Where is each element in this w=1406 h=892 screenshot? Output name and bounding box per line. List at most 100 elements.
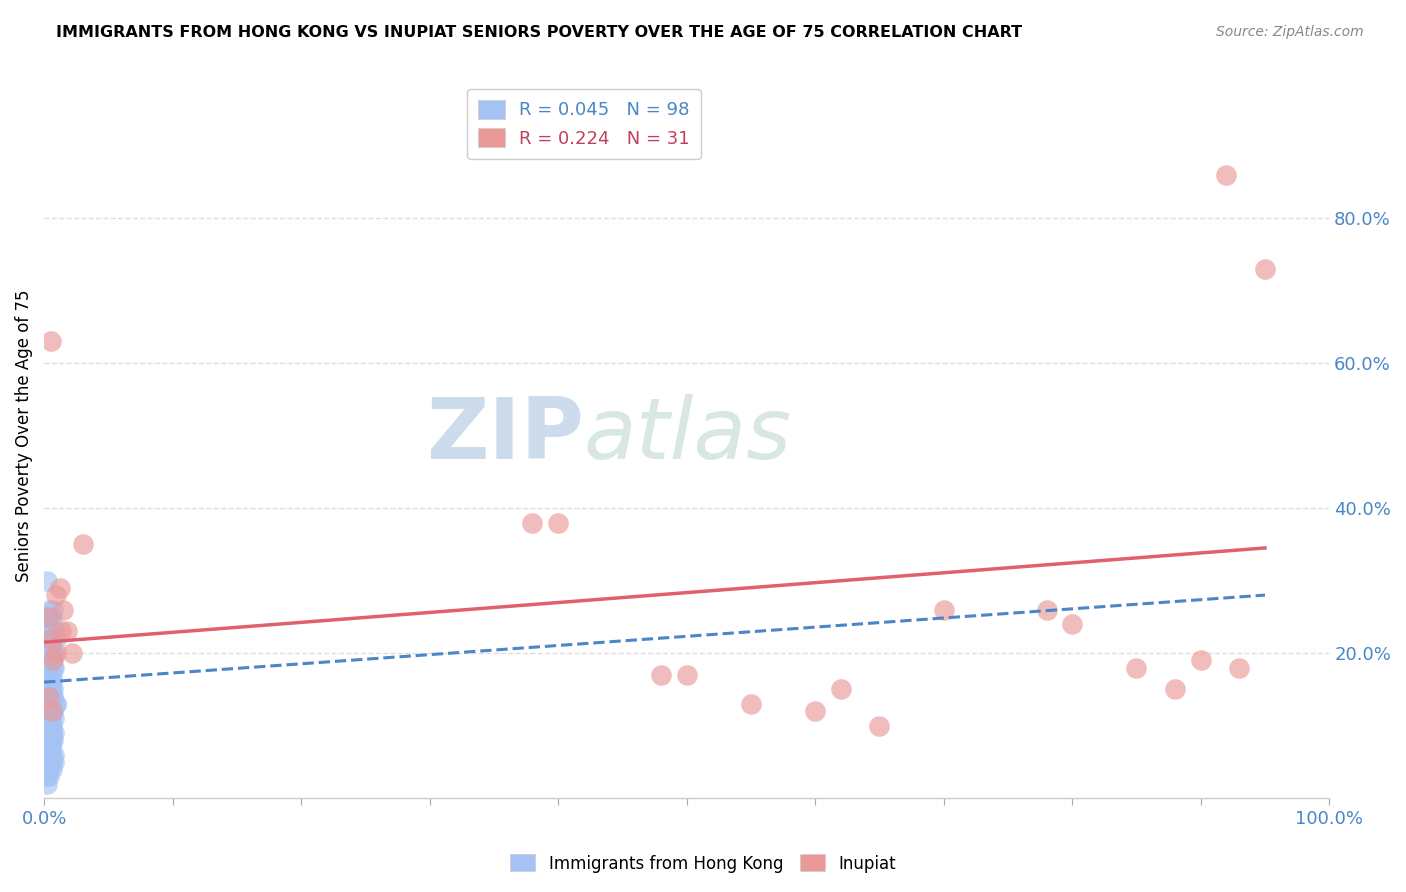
Point bbox=[37, 646, 59, 660]
Point bbox=[37, 675, 59, 690]
Point bbox=[41, 610, 63, 624]
Point bbox=[932, 602, 955, 616]
Point bbox=[38, 762, 60, 776]
Point bbox=[45, 697, 67, 711]
Point bbox=[42, 660, 65, 674]
Text: ZIP: ZIP bbox=[426, 394, 583, 477]
Point bbox=[39, 747, 62, 762]
Point bbox=[44, 747, 66, 762]
Point bbox=[804, 704, 827, 718]
Point bbox=[72, 537, 94, 551]
Point bbox=[38, 726, 60, 740]
Point bbox=[39, 747, 62, 762]
Legend: Immigrants from Hong Kong, Inupiat: Immigrants from Hong Kong, Inupiat bbox=[503, 847, 903, 880]
Point bbox=[35, 653, 58, 667]
Point bbox=[37, 646, 59, 660]
Point bbox=[44, 726, 66, 740]
Point bbox=[39, 334, 62, 349]
Point bbox=[39, 704, 62, 718]
Point bbox=[39, 711, 62, 725]
Point bbox=[60, 646, 83, 660]
Point bbox=[42, 704, 65, 718]
Point bbox=[34, 639, 56, 653]
Point bbox=[37, 675, 59, 690]
Point bbox=[34, 697, 56, 711]
Point bbox=[48, 581, 70, 595]
Point bbox=[42, 690, 65, 704]
Point bbox=[1227, 660, 1250, 674]
Point bbox=[39, 639, 62, 653]
Point bbox=[522, 516, 544, 530]
Legend: R = 0.045   N = 98, R = 0.224   N = 31: R = 0.045 N = 98, R = 0.224 N = 31 bbox=[467, 89, 700, 159]
Point bbox=[39, 639, 62, 653]
Text: atlas: atlas bbox=[583, 394, 792, 477]
Point bbox=[35, 733, 58, 747]
Point bbox=[34, 624, 56, 639]
Point bbox=[38, 769, 60, 783]
Point bbox=[35, 660, 58, 674]
Point bbox=[37, 632, 59, 646]
Point bbox=[37, 704, 59, 718]
Point bbox=[740, 697, 762, 711]
Point bbox=[39, 740, 62, 755]
Point bbox=[34, 762, 56, 776]
Point bbox=[34, 755, 56, 769]
Point bbox=[39, 610, 62, 624]
Point bbox=[1164, 682, 1187, 697]
Point bbox=[37, 755, 59, 769]
Point bbox=[37, 646, 59, 660]
Point bbox=[41, 675, 63, 690]
Point bbox=[37, 610, 59, 624]
Y-axis label: Seniors Poverty Over the Age of 75: Seniors Poverty Over the Age of 75 bbox=[15, 289, 32, 582]
Point bbox=[42, 646, 65, 660]
Point bbox=[38, 697, 60, 711]
Point bbox=[37, 718, 59, 732]
Point bbox=[37, 733, 59, 747]
Point bbox=[39, 632, 62, 646]
Point bbox=[37, 675, 59, 690]
Point bbox=[42, 602, 65, 616]
Point bbox=[547, 516, 569, 530]
Point bbox=[37, 718, 59, 732]
Point bbox=[37, 711, 59, 725]
Point bbox=[39, 740, 62, 755]
Point bbox=[38, 639, 60, 653]
Point bbox=[45, 632, 67, 646]
Point bbox=[42, 733, 65, 747]
Point bbox=[41, 653, 63, 667]
Point bbox=[39, 675, 62, 690]
Point bbox=[39, 726, 62, 740]
Point bbox=[41, 718, 63, 732]
Point bbox=[42, 653, 65, 667]
Point bbox=[35, 718, 58, 732]
Point bbox=[1215, 168, 1237, 182]
Point bbox=[35, 617, 58, 632]
Point bbox=[37, 639, 59, 653]
Point bbox=[45, 588, 67, 602]
Point bbox=[34, 660, 56, 674]
Point bbox=[41, 704, 63, 718]
Point bbox=[1062, 617, 1084, 632]
Point bbox=[41, 726, 63, 740]
Point bbox=[39, 653, 62, 667]
Point bbox=[38, 711, 60, 725]
Point bbox=[38, 726, 60, 740]
Point bbox=[35, 769, 58, 783]
Point bbox=[830, 682, 852, 697]
Point bbox=[37, 668, 59, 682]
Point bbox=[42, 682, 65, 697]
Point bbox=[41, 762, 63, 776]
Point bbox=[38, 660, 60, 674]
Point bbox=[38, 602, 60, 616]
Point bbox=[44, 755, 66, 769]
Point bbox=[35, 740, 58, 755]
Point bbox=[39, 682, 62, 697]
Point bbox=[38, 733, 60, 747]
Point bbox=[56, 624, 79, 639]
Point bbox=[1189, 653, 1212, 667]
Point bbox=[34, 682, 56, 697]
Point bbox=[42, 690, 65, 704]
Text: Source: ZipAtlas.com: Source: ZipAtlas.com bbox=[1216, 25, 1364, 39]
Point bbox=[41, 704, 63, 718]
Point bbox=[41, 733, 63, 747]
